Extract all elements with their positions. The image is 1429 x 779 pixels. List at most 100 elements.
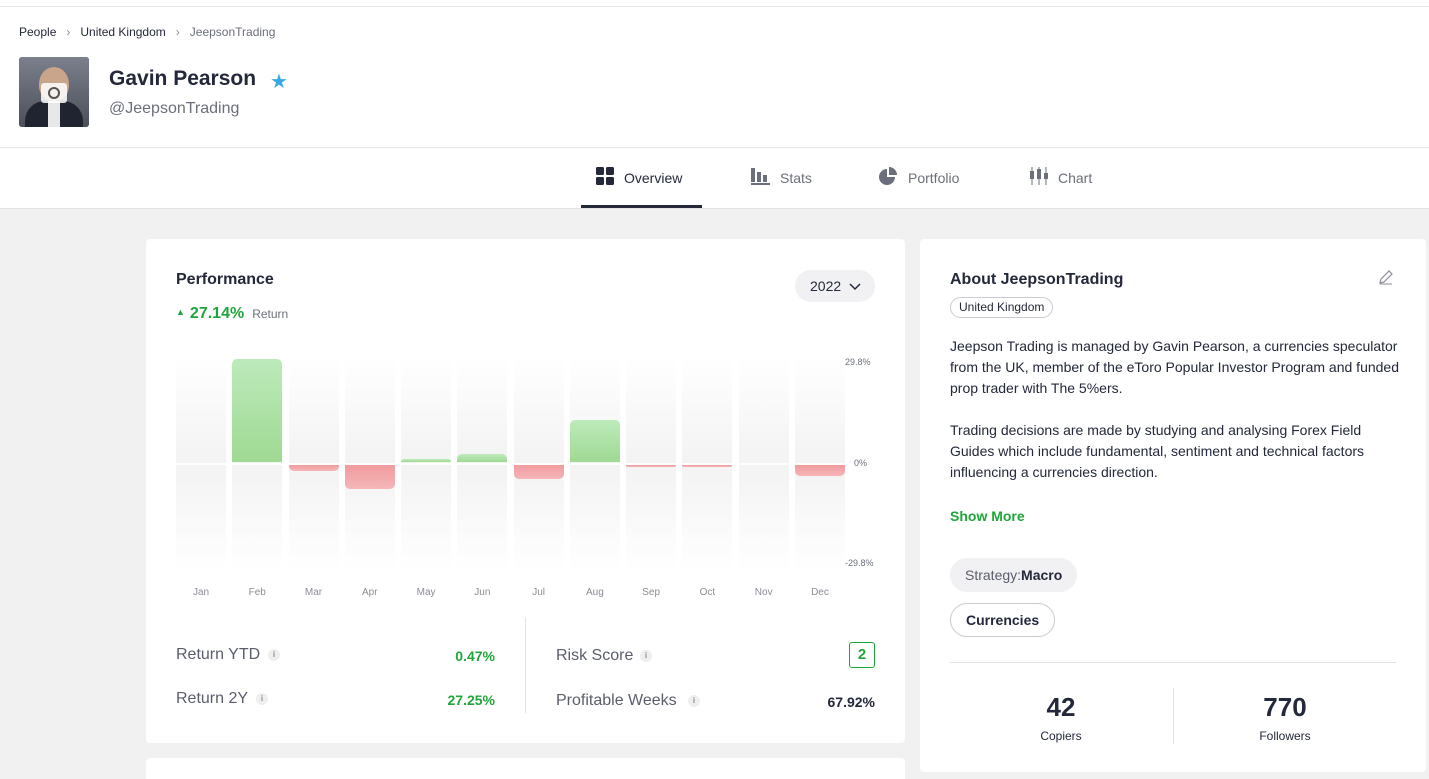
return-ytd-value: 0.47% <box>455 648 495 664</box>
country-tag: United Kingdom <box>950 297 1054 318</box>
chart-bar-apr[interactable] <box>344 465 395 490</box>
profile-header: People › United Kingdom › JeepsonTrading… <box>0 0 1429 148</box>
grid-icon <box>596 166 614 190</box>
risk-score-label: Risk Score <box>556 647 634 664</box>
tab-bar: Overview Stats Portfolio Chart <box>0 148 1429 209</box>
next-card <box>146 758 905 779</box>
chart-column-bg <box>569 465 620 571</box>
chart-column-bg <box>401 355 452 463</box>
info-icon[interactable]: i <box>268 649 280 661</box>
candlestick-icon <box>1030 166 1048 190</box>
x-tick-label: May <box>416 587 436 598</box>
bar-chart-icon <box>751 167 770 190</box>
active-tab-indicator <box>581 205 702 208</box>
star-icon[interactable]: ★ <box>270 71 288 93</box>
info-icon[interactable]: i <box>256 693 268 705</box>
info-icon[interactable]: i <box>688 695 700 707</box>
about-paragraph-2: Trading decisions are made by studying a… <box>950 422 1365 480</box>
breadcrumb-country[interactable]: United Kingdom <box>80 25 166 39</box>
return-2y-value: 27.25% <box>447 692 495 708</box>
return-value: 27.14% <box>189 305 245 322</box>
chart-column-bg <box>682 355 733 463</box>
tab-portfolio[interactable]: Portfolio <box>879 148 959 208</box>
tab-stats-label: Stats <box>780 170 812 186</box>
about-divider <box>950 662 1396 663</box>
stats-divider <box>525 617 526 713</box>
chart-bar-may[interactable] <box>401 459 452 462</box>
chart-column-bg <box>738 355 789 463</box>
x-tick-label: Dec <box>811 587 829 598</box>
x-tick-label: Apr <box>362 587 378 598</box>
chart-column-bg <box>682 465 733 571</box>
strategy-value: Macro <box>1021 567 1063 583</box>
chart-column-bg <box>176 355 226 463</box>
chart-bar-oct[interactable] <box>682 465 733 467</box>
monthly-returns-chart: Jan Feb Mar Apr May Jun Jul Aug Sep Oct Nov Dec 29.8… <box>176 351 876 601</box>
x-tick-label: Jun <box>474 587 491 598</box>
avatar[interactable] <box>19 57 89 127</box>
performance-return: ▲ 27.14% Return <box>176 305 288 323</box>
breadcrumb-people[interactable]: People <box>19 25 57 39</box>
strategy-tag: Strategy:Macro <box>950 558 1078 592</box>
chart-column-bg <box>457 355 508 463</box>
top-divider <box>0 6 1429 7</box>
return-2y-label: Return 2Y <box>176 690 249 707</box>
chart-column-bg <box>794 465 845 571</box>
y-tick-label: -29.8% <box>845 558 874 568</box>
profitable-weeks-label: Profitable Weeks <box>556 692 677 709</box>
tab-overview[interactable]: Overview <box>596 148 682 208</box>
x-tick-label: Jan <box>192 587 210 598</box>
info-icon[interactable]: i <box>640 650 652 662</box>
followers-label: Followers <box>1259 729 1311 743</box>
tab-chart-label: Chart <box>1058 170 1093 186</box>
y-tick-label: 0% <box>854 458 868 468</box>
risk-score-badge: 2 <box>849 642 875 668</box>
chart-column-bg <box>344 355 395 463</box>
year-value: 2022 <box>810 278 842 294</box>
copiers-counter: 42 Copiers <box>1001 692 1121 743</box>
chart-column-bg <box>626 355 677 463</box>
tab-chart[interactable]: Chart <box>1030 148 1092 208</box>
x-tick-label: Jul <box>532 587 545 598</box>
about-card: About JeepsonTrading United Kingdom Jeep… <box>920 239 1426 772</box>
chart-column-bg <box>232 465 283 571</box>
chart-bar-sep[interactable] <box>626 465 677 467</box>
camera-icon[interactable] <box>41 83 67 103</box>
profitable-weeks-value: 67.92% <box>827 694 875 710</box>
counter-divider <box>1173 688 1174 744</box>
triangle-up-icon: ▲ <box>176 307 185 317</box>
chart-column-bg <box>288 355 339 463</box>
chevron-right-icon: › <box>175 25 180 39</box>
tab-stats[interactable]: Stats <box>751 148 812 208</box>
copiers-value: 42 <box>1046 692 1076 722</box>
return-ytd-label: Return YTD <box>176 646 261 663</box>
category-tag[interactable]: Currencies <box>950 603 1056 637</box>
x-tick-label: Aug <box>585 587 604 598</box>
profile-handle: @JeepsonTrading <box>109 100 240 117</box>
x-tick-label: Mar <box>304 587 323 598</box>
strategy-label: Strategy: <box>965 567 1022 583</box>
chart-bar-jun[interactable] <box>457 453 508 462</box>
chart-bar-dec[interactable] <box>794 465 845 476</box>
x-tick-label: Sep <box>642 587 661 598</box>
chart-bar-aug[interactable] <box>569 420 620 462</box>
year-dropdown[interactable]: 2022 <box>795 270 875 302</box>
chart-column-bg <box>626 465 677 571</box>
chart-bar-jul[interactable] <box>513 465 564 480</box>
chart-column-bg <box>401 465 452 571</box>
chart-bar-mar[interactable] <box>288 465 339 472</box>
chart-bar-feb[interactable] <box>232 358 283 462</box>
chart-column-bg <box>738 465 789 571</box>
pencil-icon[interactable] <box>1378 269 1394 290</box>
followers-value: 770 <box>1263 692 1307 722</box>
return-label: Return <box>252 307 289 321</box>
y-tick-label: 29.8% <box>845 357 871 367</box>
show-more-link[interactable]: Show More <box>950 508 1025 524</box>
tab-portfolio-label: Portfolio <box>908 170 960 186</box>
chevron-right-icon: › <box>66 25 71 39</box>
performance-title: Performance <box>176 271 274 288</box>
breadcrumb: People › United Kingdom › JeepsonTrading <box>19 25 275 39</box>
x-tick-label: Nov <box>754 587 773 598</box>
pie-chart-icon <box>879 166 898 190</box>
about-paragraph-1: Jeepson Trading is managed by Gavin Pear… <box>950 338 1400 396</box>
